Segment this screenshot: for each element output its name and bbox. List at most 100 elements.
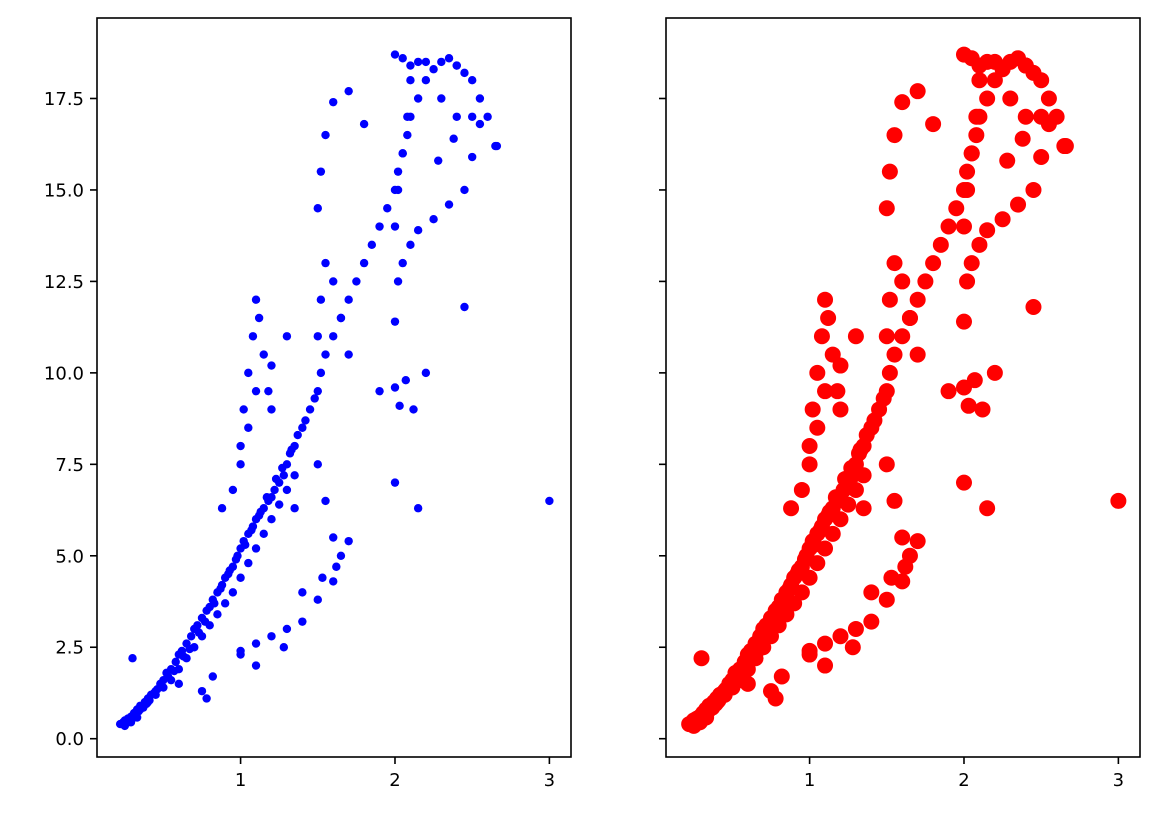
scatter-point <box>267 405 276 414</box>
scatter-point <box>282 485 292 495</box>
scatter-point <box>886 255 903 272</box>
y-tick-label: 0.0 <box>55 729 84 750</box>
x-tick-label: 2 <box>389 770 400 791</box>
scatter-point <box>278 463 287 473</box>
scatter-point <box>881 291 898 308</box>
scatter-point <box>894 273 911 290</box>
scatter-point <box>390 222 400 231</box>
scatter-point <box>375 222 384 231</box>
scatter-point <box>817 291 834 308</box>
scatter-point <box>467 152 477 162</box>
x-tick-label: 3 <box>544 770 555 791</box>
scatter-point <box>820 309 837 326</box>
scatter-point <box>693 650 710 667</box>
scatter-point <box>321 258 330 268</box>
scatter-point <box>310 394 319 403</box>
scatter-point <box>804 401 821 418</box>
scatter-point <box>878 591 895 608</box>
y-tick-label: 17.5 <box>44 89 84 110</box>
scatter-point <box>228 588 238 597</box>
scatter-point <box>236 573 245 582</box>
scatter-point <box>225 566 234 575</box>
scatter-point <box>313 332 322 341</box>
scatter-point <box>145 696 154 705</box>
scatter-point <box>855 467 872 484</box>
scatter-point <box>968 108 985 125</box>
scatter-point <box>801 438 818 455</box>
scatter-point <box>775 595 792 612</box>
scatter-point <box>421 368 431 378</box>
scatter-point <box>994 211 1011 228</box>
scatter-point <box>186 632 196 641</box>
scatter-point <box>793 481 810 498</box>
right-scatter-panel: 1 2 3 <box>659 17 1141 791</box>
scatter-point <box>475 119 485 129</box>
y-tick-label: 12.5 <box>44 272 84 293</box>
scatter-point <box>247 525 256 535</box>
scatter-point <box>279 471 289 480</box>
scatter-point <box>313 460 322 469</box>
scatter-point <box>449 134 458 143</box>
scatter-point <box>460 302 469 312</box>
scatter-point <box>406 75 415 85</box>
scatter-point <box>251 386 261 396</box>
scatter-point <box>832 628 849 645</box>
scatter-point <box>197 686 207 696</box>
scatter-point <box>413 57 423 67</box>
scatter-point <box>393 185 403 195</box>
scatter-point <box>241 540 250 550</box>
scatter-point <box>393 277 403 286</box>
scatter-point <box>244 423 253 432</box>
scatter-point <box>395 401 404 410</box>
scatter-point <box>971 72 988 89</box>
scatter-point <box>193 621 202 630</box>
scatter-point <box>817 657 834 674</box>
scatter-point <box>832 401 849 418</box>
scatter-point <box>925 255 942 272</box>
scatter-point <box>886 127 903 144</box>
scatter-point <box>886 346 903 363</box>
scatter-point <box>437 94 446 103</box>
scatter-point <box>398 54 407 63</box>
scatter-point <box>812 522 829 539</box>
scatter-point <box>406 61 415 70</box>
scatter-point <box>267 632 276 641</box>
scatter-point <box>955 218 972 235</box>
scatter-point <box>413 225 423 235</box>
scatter-point <box>383 204 392 213</box>
scatter-point <box>244 558 253 568</box>
y-tick-label: 10.0 <box>44 363 84 384</box>
scatter-point <box>287 445 296 454</box>
scatter-point <box>290 471 299 480</box>
scatter-point <box>883 569 900 586</box>
scatter-point <box>492 141 502 151</box>
scatter-point <box>878 200 895 217</box>
scatter-point <box>367 240 377 250</box>
scatter-point <box>202 694 211 703</box>
scatter-point <box>824 525 841 542</box>
scatter-point <box>1017 57 1034 74</box>
scatter-point <box>344 350 353 359</box>
scatter-point <box>813 328 830 345</box>
scatter-point <box>894 529 911 546</box>
scatter-point <box>251 661 261 670</box>
scatter-point <box>881 364 898 381</box>
scatter-point <box>467 112 477 121</box>
scatter-point <box>271 474 281 484</box>
scatter-point <box>948 200 965 217</box>
scatter-point <box>444 200 454 209</box>
scatter-point <box>881 163 898 180</box>
scatter-point <box>809 555 826 572</box>
scatter-point <box>236 441 245 451</box>
scatter-point <box>174 679 184 689</box>
scatter-point <box>321 130 330 140</box>
scatter-point <box>955 313 972 330</box>
scatter-point <box>960 397 977 414</box>
scatter-point <box>390 317 400 326</box>
scatter-point <box>437 57 446 67</box>
scatter-point <box>809 419 826 436</box>
scatter-point <box>1033 72 1050 89</box>
scatter-point <box>344 295 353 304</box>
y-tick-label: 5.0 <box>55 546 84 567</box>
scatter-point <box>858 427 875 444</box>
